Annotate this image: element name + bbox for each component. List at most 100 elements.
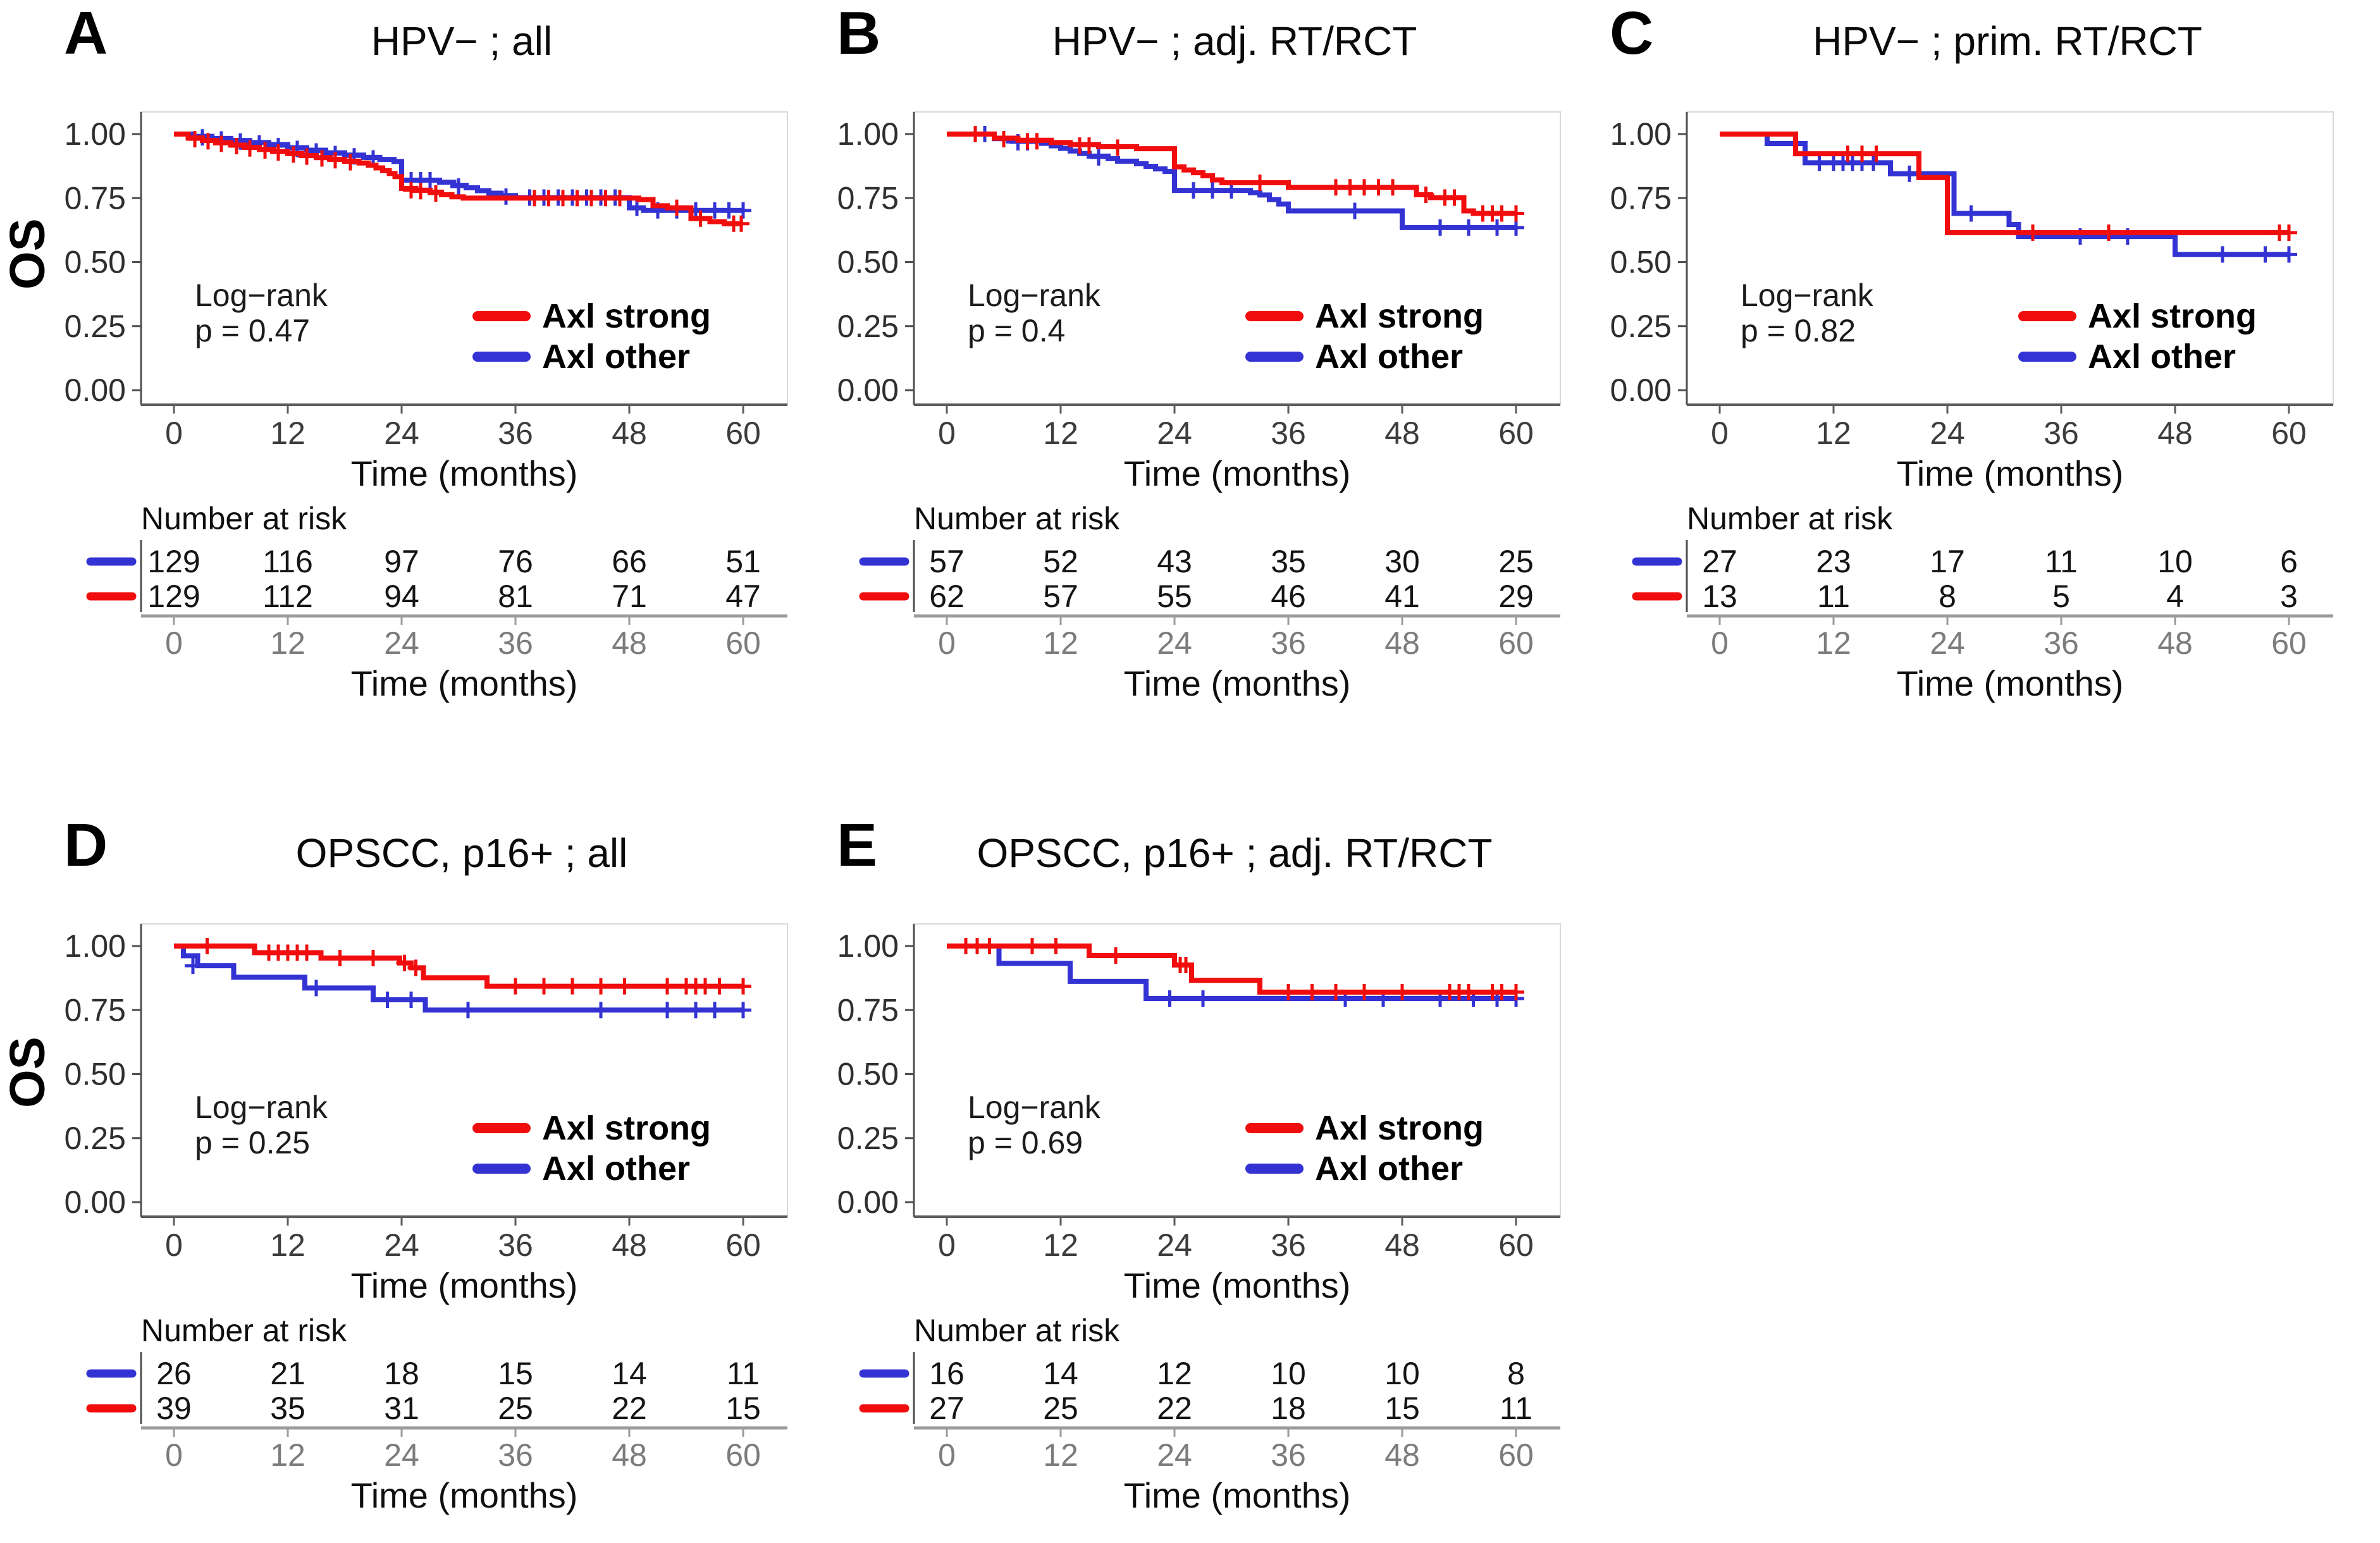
x-axis-tick-label: 48 bbox=[612, 415, 647, 451]
km-chart-opscc-p16-all: 0.00 0.25 0.50 0.75 1.00 0 12 24 36 48 60 Time (mon… bbox=[65, 923, 788, 1515]
panel-letter-b: B bbox=[837, 0, 882, 67]
risk-table: Number at risk 16 14 12 10 10 8 27 25 22 18 15 11 0 12… bbox=[859, 1313, 1560, 1515]
risk-count: 17 bbox=[1930, 544, 1965, 579]
x-axis-title: Time (months) bbox=[1897, 453, 2124, 493]
risk-count: 116 bbox=[262, 544, 313, 579]
risk-count: 3 bbox=[2280, 579, 2298, 614]
risk-count: 51 bbox=[725, 544, 761, 579]
risk-count: 12 bbox=[1157, 1356, 1192, 1391]
censor-marks-axl-other bbox=[1811, 154, 2297, 263]
y-axis-tick-label: 0.50 bbox=[65, 1057, 126, 1092]
km-curve-axl-strong bbox=[174, 944, 743, 989]
legend-label: Axl other bbox=[1315, 1150, 1463, 1188]
panel-letter-c: C bbox=[1610, 0, 1655, 67]
plot-panel-border bbox=[140, 111, 788, 405]
censor-marks-axl-strong bbox=[967, 126, 1524, 222]
risk-axis-tick-label: 0 bbox=[165, 1437, 183, 1473]
y-axis-tick-label: 0.75 bbox=[837, 180, 899, 216]
risk-axis-tick-label: 48 bbox=[612, 1437, 647, 1473]
risk-count: 13 bbox=[1702, 579, 1737, 614]
risk-axis-tick-label: 0 bbox=[1711, 625, 1729, 661]
censor-marks-axl-other bbox=[185, 957, 751, 1019]
km-chart-opscc-p16-adj-rt-rct: 0.00 0.25 0.50 0.75 1.00 0 12 24 36 48 60 Time (mon… bbox=[837, 923, 1561, 1515]
panel-letter-d: D bbox=[64, 811, 109, 879]
x-axis-tick-label: 60 bbox=[1498, 415, 1534, 451]
logrank-label: Log−rank bbox=[968, 1090, 1101, 1125]
y-axis-tick-label: 1.00 bbox=[837, 928, 899, 964]
risk-count: 15 bbox=[498, 1356, 533, 1391]
risk-count: 11 bbox=[727, 1356, 760, 1391]
plot-panel-border bbox=[1686, 111, 2334, 405]
y-axis-title-os: OS bbox=[0, 218, 55, 290]
risk-count: 15 bbox=[725, 1391, 761, 1426]
risk-count: 76 bbox=[498, 544, 533, 579]
panel-title-e: OPSCC, p16+ ; adj. RT/RCT bbox=[977, 830, 1493, 876]
plot-panel-border bbox=[913, 923, 1561, 1217]
panel-a: A HPV− ; all 0.00 0.25 0.50 0.75 1.00 0 12 24 36… bbox=[60, 0, 833, 735]
risk-count: 25 bbox=[498, 1391, 533, 1426]
risk-axis-tick-label: 36 bbox=[2044, 625, 2079, 661]
logrank-p-value: p = 0.4 bbox=[968, 313, 1065, 348]
y-axis-tick-label: 0.00 bbox=[65, 1184, 126, 1220]
risk-count: 14 bbox=[1043, 1356, 1078, 1391]
x-axis-tick-label: 12 bbox=[270, 1227, 305, 1263]
risk-axis-tick-label: 12 bbox=[270, 1437, 305, 1473]
risk-count: 4 bbox=[2166, 579, 2184, 614]
risk-count: 30 bbox=[1384, 544, 1420, 579]
risk-axis-tick-label: 0 bbox=[938, 625, 956, 661]
censor-marks-axl-strong bbox=[187, 131, 749, 232]
x-axis-title: Time (months) bbox=[351, 453, 578, 493]
legend-label: Axl strong bbox=[1315, 1109, 1484, 1147]
risk-count: 35 bbox=[1271, 544, 1306, 579]
risk-table: Number at risk 129 116 97 76 66 51 129 112 94 81 71… bbox=[86, 501, 787, 703]
x-axis-tick-label: 60 bbox=[725, 415, 761, 451]
risk-axis-tick-label: 60 bbox=[725, 1437, 761, 1473]
km-curve-axl-strong bbox=[1720, 132, 2289, 235]
risk-axis-tick-label: 0 bbox=[165, 625, 183, 661]
y-axis-tick-label: 0.50 bbox=[837, 245, 899, 280]
panel-letter-e: E bbox=[837, 811, 879, 879]
x-axis-tick-label: 48 bbox=[1384, 1227, 1420, 1263]
x-axis-title: Time (months) bbox=[1124, 453, 1351, 493]
figure-row-top: OS A HPV− ; all 0.00 0.25 0.50 0.75 1.00 0 12 2… bbox=[0, 0, 2380, 735]
y-axis-tick-label: 0.50 bbox=[837, 1057, 899, 1092]
x-axis-tick-label: 0 bbox=[165, 1227, 183, 1263]
y-axis-tick-label: 0.00 bbox=[1610, 372, 1672, 408]
risk-count: 10 bbox=[1384, 1356, 1420, 1391]
risk-axis-tick-label: 24 bbox=[384, 1437, 419, 1473]
risk-count: 35 bbox=[270, 1391, 305, 1426]
y-axis-tick-label: 0.75 bbox=[65, 992, 126, 1028]
censor-marks-axl-strong bbox=[199, 938, 751, 995]
risk-count: 43 bbox=[1157, 544, 1192, 579]
risk-axis-tick-label: 12 bbox=[1816, 625, 1851, 661]
legend-label: Axl other bbox=[542, 1150, 690, 1188]
risk-count: 23 bbox=[1816, 544, 1851, 579]
risk-x-axis-title: Time (months) bbox=[351, 663, 578, 703]
risk-count: 22 bbox=[612, 1391, 647, 1426]
x-axis-tick-label: 0 bbox=[165, 415, 183, 451]
panel-d: D OPSCC, p16+ ; all 0.00 0.25 0.50 0.75 1.00… bbox=[60, 811, 833, 1543]
x-axis-tick-label: 24 bbox=[1157, 1227, 1192, 1263]
risk-count: 31 bbox=[384, 1391, 419, 1426]
logrank-p-value: p = 0.82 bbox=[1741, 313, 1856, 348]
risk-count: 57 bbox=[1043, 579, 1078, 614]
y-axis-tick-label: 1.00 bbox=[65, 928, 126, 964]
risk-table-header: Number at risk bbox=[1687, 501, 1893, 536]
y-axis-tick-label: 1.00 bbox=[65, 116, 126, 152]
risk-axis-tick-label: 60 bbox=[725, 625, 761, 661]
risk-count: 22 bbox=[1157, 1391, 1192, 1426]
x-axis-tick-label: 12 bbox=[1043, 415, 1078, 451]
x-axis-title: Time (months) bbox=[351, 1265, 578, 1305]
km-curve-axl-strong bbox=[947, 132, 1516, 216]
y-axis-tick-label: 0.25 bbox=[1610, 309, 1672, 344]
y-axis-tick-label: 0.00 bbox=[837, 1184, 899, 1220]
risk-count: 62 bbox=[929, 579, 965, 614]
x-axis-tick-label: 48 bbox=[2157, 415, 2193, 451]
x-axis-tick-label: 48 bbox=[1384, 415, 1420, 451]
risk-count: 81 bbox=[498, 579, 533, 614]
